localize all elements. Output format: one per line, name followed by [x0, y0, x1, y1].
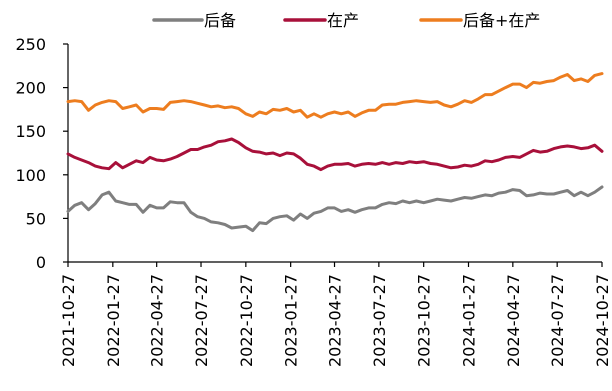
series-lines — [66, 72, 604, 233]
legend-label: 后备 — [204, 11, 236, 30]
legend: 后备 在产 后备+在产 — [152, 11, 540, 30]
legend-label: 后备+在产 — [463, 11, 540, 30]
y-tick-label: 0 — [36, 253, 46, 272]
x-tick-label: 2022-07-27 — [192, 274, 211, 367]
x-tick-label: 2023-07-27 — [370, 274, 389, 367]
x-tick-label: 2023-04-27 — [326, 274, 345, 367]
y-tick-label: 150 — [15, 122, 46, 141]
x-axis: 2021-10-27 2022-01-27 2022-04-27 2022-07-27… — [59, 261, 612, 367]
series-line-1 — [66, 137, 604, 172]
x-tick-label: 2021-10-27 — [59, 274, 78, 367]
x-tick-label: 2024-01-27 — [460, 274, 479, 367]
x-tick-label: 2023-10-27 — [415, 274, 434, 367]
x-tick-label: 2023-01-27 — [282, 274, 301, 367]
y-tick-label: 50 — [26, 209, 46, 228]
y-tick-label: 200 — [15, 79, 46, 98]
x-tick-label: 2024-07-27 — [548, 274, 567, 367]
x-tick-label: 2022-10-27 — [237, 274, 256, 367]
legend-label: 在产 — [327, 11, 359, 30]
y-tick-label: 100 — [15, 166, 46, 185]
y-tick-label: 250 — [15, 35, 46, 54]
x-tick-label: 2022-04-27 — [148, 274, 167, 367]
x-tick-label: 2024-04-27 — [504, 274, 523, 367]
series-line-0 — [66, 185, 604, 233]
y-axis: 0 50 100 150 200 250 — [15, 35, 69, 272]
x-tick-label: 2022-01-27 — [104, 274, 123, 367]
x-tick-label: 2024-10-27 — [593, 274, 612, 367]
series-line-2 — [66, 72, 604, 119]
